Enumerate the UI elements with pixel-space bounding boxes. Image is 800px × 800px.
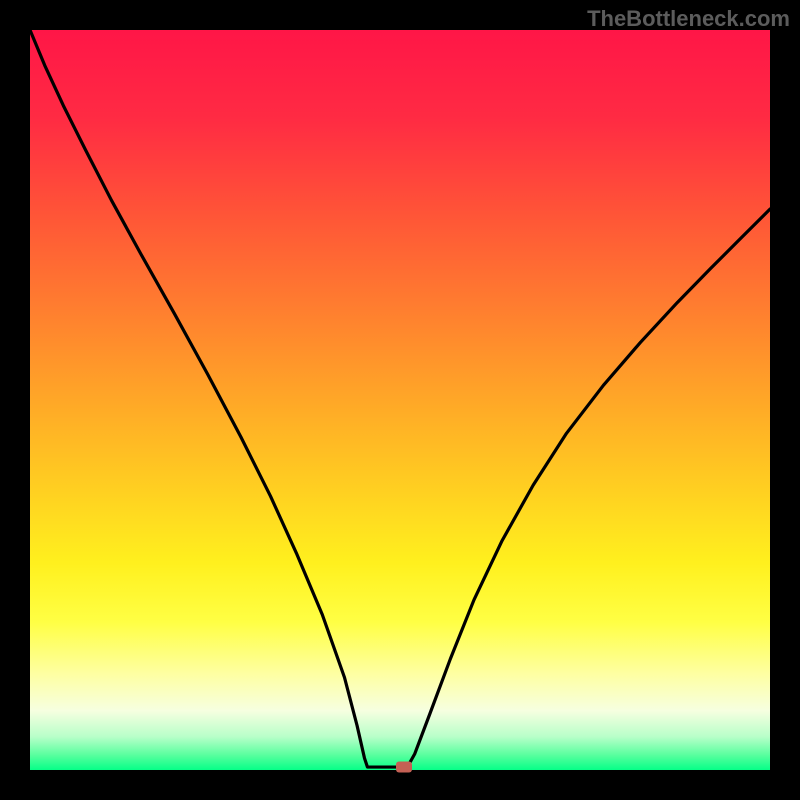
bottleneck-curve (30, 30, 770, 767)
watermark-text: TheBottleneck.com (587, 6, 790, 32)
chart-frame: TheBottleneck.com (0, 0, 800, 800)
optimum-marker (396, 762, 412, 773)
plot-area (30, 30, 770, 770)
curve-svg (30, 30, 770, 770)
